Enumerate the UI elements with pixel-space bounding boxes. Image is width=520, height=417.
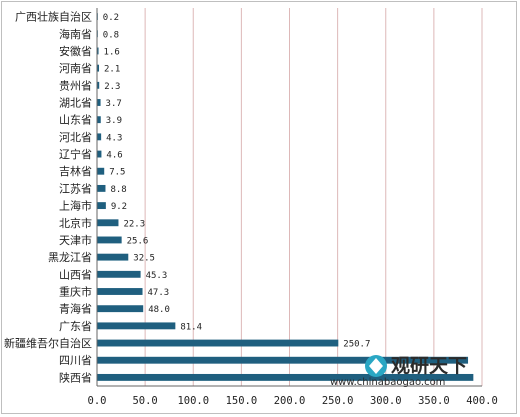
bar xyxy=(97,167,105,175)
x-tick-label: 200.0 xyxy=(274,395,306,407)
x-tick-label: 300.0 xyxy=(370,395,402,407)
bar xyxy=(97,253,129,261)
bar xyxy=(97,322,176,330)
category-labels: 广西壮族自治区海南省安徽省河南省贵州省湖北省山东省河北省辽宁省吉林省江苏省上海市… xyxy=(4,10,92,385)
value-label: 45.3 xyxy=(146,271,168,281)
value-label: 48.0 xyxy=(148,305,170,315)
category-label: 天津市 xyxy=(59,233,92,247)
value-label: 2.3 xyxy=(104,82,120,92)
watermark-logo-icon xyxy=(365,355,387,377)
category-label: 陕西省 xyxy=(59,370,92,384)
x-tick-label: 150.0 xyxy=(226,395,258,407)
bar xyxy=(97,219,119,227)
category-label: 江苏省 xyxy=(59,182,92,195)
category-label: 四川省 xyxy=(59,354,92,367)
value-label: 4.6 xyxy=(106,151,122,161)
x-tick-label: 350.0 xyxy=(418,395,450,407)
category-label: 上海市 xyxy=(59,199,92,213)
bar xyxy=(97,116,101,124)
category-label: 北京市 xyxy=(59,216,92,230)
x-tick-label: 100.0 xyxy=(177,395,209,407)
bar xyxy=(97,133,102,141)
value-label: 25.6 xyxy=(127,236,149,246)
category-label: 海南省 xyxy=(59,27,92,41)
bar xyxy=(97,64,100,72)
value-label: 32.5 xyxy=(133,254,155,264)
watermark: 观研天下 www.chinabaogao.com xyxy=(330,355,467,388)
value-labels: 0.2 0.8 1.6 2.1 2.3 3.7 3.9 4.3 4.6 7.5 8.8 9.2 22.3… xyxy=(103,13,371,349)
category-label: 河北省 xyxy=(59,131,92,144)
category-label: 新疆维吾尔自治区 xyxy=(4,336,92,350)
bars xyxy=(97,13,474,381)
x-tick-label: 250.0 xyxy=(322,395,354,407)
category-label: 湖北省 xyxy=(59,97,92,110)
value-label: 3.7 xyxy=(106,99,122,109)
watermark-url: www.chinabaogao.com xyxy=(330,377,445,388)
value-label: 8.8 xyxy=(110,185,126,195)
bar xyxy=(97,99,101,106)
category-label: 吉林省 xyxy=(59,164,92,178)
category-label: 青海省 xyxy=(59,302,92,316)
category-label: 安徽省 xyxy=(59,44,92,58)
bar xyxy=(97,184,106,192)
bar xyxy=(97,339,339,347)
value-label: 3.9 xyxy=(106,116,122,126)
category-label: 山东省 xyxy=(59,114,92,127)
value-label: 47.3 xyxy=(148,288,170,298)
bar xyxy=(97,305,144,313)
category-label: 广东省 xyxy=(59,320,92,333)
bar xyxy=(97,288,143,295)
value-label: 0.2 xyxy=(103,13,119,23)
bar xyxy=(97,270,141,278)
value-label: 7.5 xyxy=(109,168,125,178)
value-label: 0.8 xyxy=(103,30,119,40)
bar xyxy=(97,150,102,158)
value-label: 22.3 xyxy=(123,219,145,229)
value-label: 2.1 xyxy=(104,65,120,75)
value-label: 4.3 xyxy=(106,133,122,143)
value-label: 81.4 xyxy=(180,322,202,332)
value-label: 1.6 xyxy=(104,47,120,57)
category-label: 河南省 xyxy=(59,62,92,75)
bar xyxy=(97,373,474,381)
watermark-brand: 观研天下 xyxy=(391,355,467,377)
category-label: 重庆市 xyxy=(59,285,92,299)
category-label: 黑龙江省 xyxy=(48,251,92,264)
x-tick-label: 400.0 xyxy=(466,395,498,407)
value-label: 9.2 xyxy=(111,202,127,212)
x-tick-labels: 0.0 50.0 100.0 150.0 200.0 250.0 300.0 350.0 400… xyxy=(88,395,498,407)
category-label: 贵州省 xyxy=(59,79,92,92)
bar xyxy=(97,47,99,55)
x-tick-label: 50.0 xyxy=(132,395,157,407)
bar xyxy=(97,356,469,364)
category-label: 山西省 xyxy=(59,268,92,281)
bar xyxy=(97,81,100,89)
bar xyxy=(97,236,122,244)
category-label: 广西壮族自治区 xyxy=(15,10,92,24)
x-tick-label: 0.0 xyxy=(88,395,107,407)
value-label: 250.7 xyxy=(343,340,370,350)
category-label: 辽宁省 xyxy=(59,147,92,161)
bar xyxy=(97,202,106,210)
